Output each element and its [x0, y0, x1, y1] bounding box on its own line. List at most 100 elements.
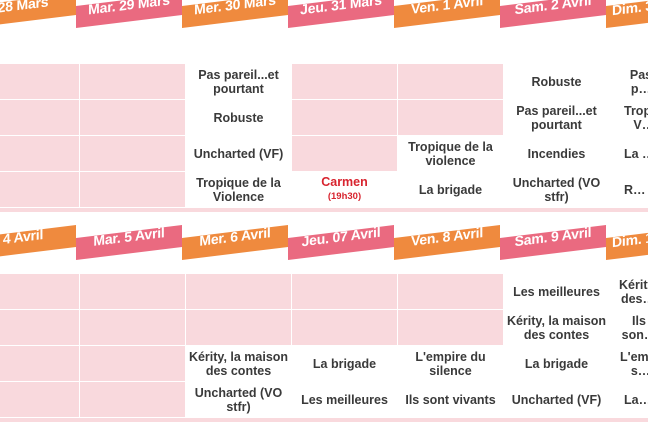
- day-header-fri-1: Ven. 1 Avril: [394, 0, 500, 30]
- screening-cell[interactable]: L'empire du silence: [398, 346, 503, 381]
- film-title: Robuste: [213, 110, 264, 125]
- grid-cell: [80, 346, 185, 381]
- screening-cell[interactable]: La brigade: [398, 172, 503, 207]
- week-1-grid: Pas pareil...et pourtant Robuste Pas p… …: [0, 64, 648, 210]
- screening-time: (19h30): [327, 191, 362, 202]
- film-title: Pas pareil...et pourtant: [198, 67, 279, 96]
- film-title: La brigade: [524, 356, 589, 371]
- grid-cell: [0, 172, 79, 207]
- grid-cell: [80, 310, 185, 345]
- screening-cell[interactable]: Les meilleures: [504, 274, 609, 309]
- week-1-schedule: 28 Mars Mar. 29 Mars Mer. 30 Mars Jeu. 3…: [0, 0, 648, 215]
- screening-cell[interactable]: La brigade: [292, 346, 397, 381]
- film-title: L'empire du silence: [415, 349, 486, 378]
- film-title: La brigade: [418, 182, 483, 197]
- day-header-tue-29: Mar. 29 Mars: [76, 0, 182, 30]
- screening-cell[interactable]: L'em… s…: [610, 346, 648, 381]
- film-title: Uncharted (VF): [511, 392, 602, 407]
- week-1-bottom-strip: [0, 208, 648, 212]
- film-title: La …: [624, 146, 648, 161]
- grid-cell: [292, 274, 397, 309]
- screening-cell[interactable]: Trop… V…: [610, 100, 648, 135]
- film-title: Tropique de la Violence: [196, 175, 281, 204]
- grid-cell: [292, 136, 397, 171]
- film-title: Ils sont vivants: [405, 392, 496, 407]
- grid-cell: [80, 100, 185, 135]
- grid-cell: [0, 100, 79, 135]
- day-header-wed-30: Mer. 30 Mars: [182, 0, 288, 30]
- screening-cell[interactable]: Incendies: [504, 136, 609, 171]
- grid-cell: [398, 100, 503, 135]
- film-title: Incendies: [527, 146, 586, 161]
- screening-cell[interactable]: Pas pareil...et pourtant: [186, 64, 291, 99]
- film-title: Kérity, la maison des contes: [506, 313, 607, 342]
- screening-cell[interactable]: Pas pareil...et pourtant: [504, 100, 609, 135]
- screening-cell[interactable]: Les meilleures: [292, 382, 397, 417]
- film-title: Les meilleures: [513, 284, 600, 299]
- screening-cell[interactable]: La…: [610, 382, 648, 417]
- grid-cell: [0, 382, 79, 417]
- day-header-sun-3: Dim. 3: [606, 0, 648, 30]
- day-header-tue-5: Mar. 5 Avril: [76, 224, 182, 262]
- film-title: Ils son…: [621, 313, 648, 342]
- film-title: Kérity, la maison des contes: [188, 349, 289, 378]
- film-title: Carmen: [321, 175, 368, 189]
- grid-cell: [186, 274, 291, 309]
- screening-cell[interactable]: Uncharted (VF): [186, 136, 291, 171]
- grid-cell: [0, 310, 79, 345]
- screening-cell[interactable]: Kérity, des…: [610, 274, 648, 309]
- grid-cell: [80, 382, 185, 417]
- film-title: Uncharted (VF): [193, 146, 284, 161]
- grid-cell: [0, 136, 79, 171]
- day-header-thu-7: Jeu. 07 Avril: [288, 224, 394, 262]
- grid-cell: [292, 310, 397, 345]
- screening-cell[interactable]: Robuste: [186, 100, 291, 135]
- film-title: Tropique de la violence: [408, 139, 493, 168]
- grid-cell: [80, 64, 185, 99]
- screening-cell[interactable]: Ils sont vivants: [398, 382, 503, 417]
- grid-cell: [398, 310, 503, 345]
- week-1-day-headers: 28 Mars Mar. 29 Mars Mer. 30 Mars Jeu. 3…: [0, 0, 648, 36]
- film-title: Uncharted (VO stfr): [194, 385, 283, 414]
- film-title: Kérity, des…: [619, 277, 648, 306]
- screening-cell[interactable]: Ils son…: [610, 310, 648, 345]
- film-title-highlight: Carmen (19h30): [321, 175, 368, 204]
- screening-cell[interactable]: Kérity, la maison des contes: [186, 346, 291, 381]
- day-header-sat-2: Sam. 2 Avril: [500, 0, 606, 30]
- screening-cell[interactable]: Pas p…: [610, 64, 648, 99]
- screening-cell[interactable]: Tropique de la violence: [398, 136, 503, 171]
- week-2-day-headers: 4 Avril Mar. 5 Avril Mer. 6 Avril Jeu. 0…: [0, 224, 648, 268]
- grid-cell: [186, 310, 291, 345]
- screening-cell-highlight[interactable]: Carmen (19h30): [292, 172, 397, 207]
- screening-cell[interactable]: Robuste: [504, 64, 609, 99]
- day-header-fri-8: Ven. 8 Avril: [394, 224, 500, 262]
- day-header-sun-10: Dim. 1: [606, 229, 648, 262]
- day-header-mon-4: 4 Avril: [0, 224, 76, 262]
- day-label: Dim. 1: [612, 229, 648, 251]
- screening-cell[interactable]: Uncharted (VF): [504, 382, 609, 417]
- grid-cell: [292, 64, 397, 99]
- screening-cell[interactable]: Uncharted (VO stfr): [504, 172, 609, 207]
- day-header-wed-6: Mer. 6 Avril: [182, 224, 288, 262]
- grid-cell: [80, 274, 185, 309]
- week-2-schedule: 4 Avril Mar. 5 Avril Mer. 6 Avril Jeu. 0…: [0, 224, 648, 441]
- screening-cell[interactable]: R…: [610, 172, 648, 207]
- screening-cell[interactable]: La brigade: [504, 346, 609, 381]
- film-title: R…: [624, 182, 646, 197]
- week-2-bottom-strip: [0, 418, 648, 422]
- screening-cell[interactable]: La …: [610, 136, 648, 171]
- grid-cell: [80, 172, 185, 207]
- film-title: Uncharted (VO stfr): [512, 175, 601, 204]
- film-title: La brigade: [312, 356, 377, 371]
- grid-cell: [398, 64, 503, 99]
- grid-cell: [0, 64, 79, 99]
- day-header-mon-28: 28 Mars: [0, 0, 76, 30]
- day-header-thu-31: Jeu. 31 Mars: [288, 0, 394, 30]
- grid-cell: [0, 346, 79, 381]
- week-2-grid: Les meilleures Kérity, des… Kérity, la m…: [0, 274, 648, 420]
- film-title: Les meilleures: [301, 392, 388, 407]
- grid-cell: [80, 136, 185, 171]
- screening-cell[interactable]: Tropique de la Violence: [186, 172, 291, 207]
- screening-cell[interactable]: Kérity, la maison des contes: [504, 310, 609, 345]
- screening-cell[interactable]: Uncharted (VO stfr): [186, 382, 291, 417]
